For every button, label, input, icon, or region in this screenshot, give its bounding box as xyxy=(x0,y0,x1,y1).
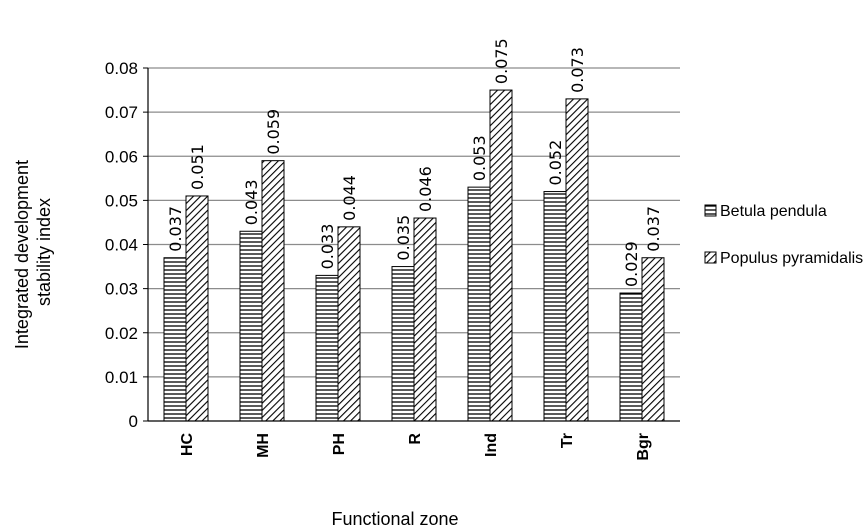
data-label-populus-pyramidalis-hc: 0.051 xyxy=(188,144,207,190)
x-tick-label-ph: PH xyxy=(331,433,348,455)
bar-betula-pendula-tr xyxy=(543,191,567,422)
bar-populus-pyramidalis-hc xyxy=(185,195,209,422)
data-label-populus-pyramidalis-mh: 0.059 xyxy=(264,109,283,155)
bar-populus-pyramidalis-bgr xyxy=(641,257,665,422)
data-label-betula-pendula-hc: 0.037 xyxy=(166,206,185,252)
y-tick-label: 0.01 xyxy=(105,368,138,387)
data-label-betula-pendula-ph: 0.033 xyxy=(318,224,337,270)
bar-betula-pendula-r xyxy=(391,266,415,422)
x-tick-label-bgr: Bgr xyxy=(635,433,652,461)
bar-betula-pendula-ind xyxy=(467,186,491,422)
y-axis-ticks: 0 0.01 0.02 0.03 0.04 0.05 0.06 0.07 0.08 xyxy=(105,59,148,431)
y-tick-label: 0.07 xyxy=(105,103,138,122)
bar-betula-pendula-hc xyxy=(163,257,187,422)
data-label-betula-pendula-r: 0.035 xyxy=(394,215,413,261)
x-tick-label-r: R xyxy=(407,433,424,445)
legend-swatch-populus-pyramidalis xyxy=(704,251,717,264)
data-label-populus-pyramidalis-bgr: 0.037 xyxy=(644,206,663,252)
y-tick-label: 0.08 xyxy=(105,59,138,78)
bar-populus-pyramidalis-r xyxy=(413,217,437,422)
x-tick-label-tr: Tr xyxy=(559,433,576,448)
bar-populus-pyramidalis-mh xyxy=(261,160,285,422)
axes xyxy=(147,68,680,422)
data-label-populus-pyramidalis-tr: 0.073 xyxy=(568,47,587,93)
y-axis-title-line-1: Integrated development xyxy=(12,160,32,349)
y-tick-label: 0.03 xyxy=(105,280,138,299)
data-labels: 0.0370.0510.0430.0590.0330.0440.0350.046… xyxy=(166,38,663,287)
bar-betula-pendula-ph xyxy=(315,274,339,422)
y-axis-title-line-2: stability index xyxy=(34,198,54,306)
x-axis-title: Functional zone xyxy=(331,509,458,529)
data-label-betula-pendula-ind: 0.053 xyxy=(470,135,489,181)
bar-betula-pendula-mh xyxy=(239,230,263,422)
legend-label-betula-pendula: Betula pendula xyxy=(720,203,827,220)
data-label-populus-pyramidalis-ph: 0.044 xyxy=(340,175,359,221)
x-tick-label-mh: MH xyxy=(255,433,272,458)
legend-swatch-betula-pendula xyxy=(704,204,717,217)
bar-populus-pyramidalis-ind xyxy=(489,89,513,422)
legend: Betula pendula Populus pyramidalis xyxy=(704,203,863,267)
bar-populus-pyramidalis-tr xyxy=(565,98,589,422)
bar-betula-pendula-bgr xyxy=(619,292,643,422)
y-tick-label: 0 xyxy=(129,412,138,431)
y-tick-label: 0.02 xyxy=(105,324,138,343)
x-tick-label-hc: HC xyxy=(179,433,196,457)
bars xyxy=(163,89,665,422)
legend-label-populus-pyramidalis: Populus pyramidalis xyxy=(720,250,863,267)
y-axis-title: Integrated development stability index xyxy=(12,155,54,349)
data-label-populus-pyramidalis-r: 0.046 xyxy=(416,166,435,212)
y-tick-label: 0.04 xyxy=(105,236,138,255)
bar-populus-pyramidalis-ph xyxy=(337,226,361,422)
data-label-betula-pendula-bgr: 0.029 xyxy=(622,241,641,287)
data-label-betula-pendula-mh: 0.043 xyxy=(242,179,261,225)
y-tick-label: 0.06 xyxy=(105,147,138,166)
data-label-betula-pendula-tr: 0.052 xyxy=(546,140,565,186)
y-tick-label: 0.05 xyxy=(105,191,138,210)
x-tick-label-ind: Ind xyxy=(483,433,500,457)
data-label-populus-pyramidalis-ind: 0.075 xyxy=(492,38,511,84)
x-axis-categories: HC MH PH R Ind Tr Bgr xyxy=(179,433,652,461)
